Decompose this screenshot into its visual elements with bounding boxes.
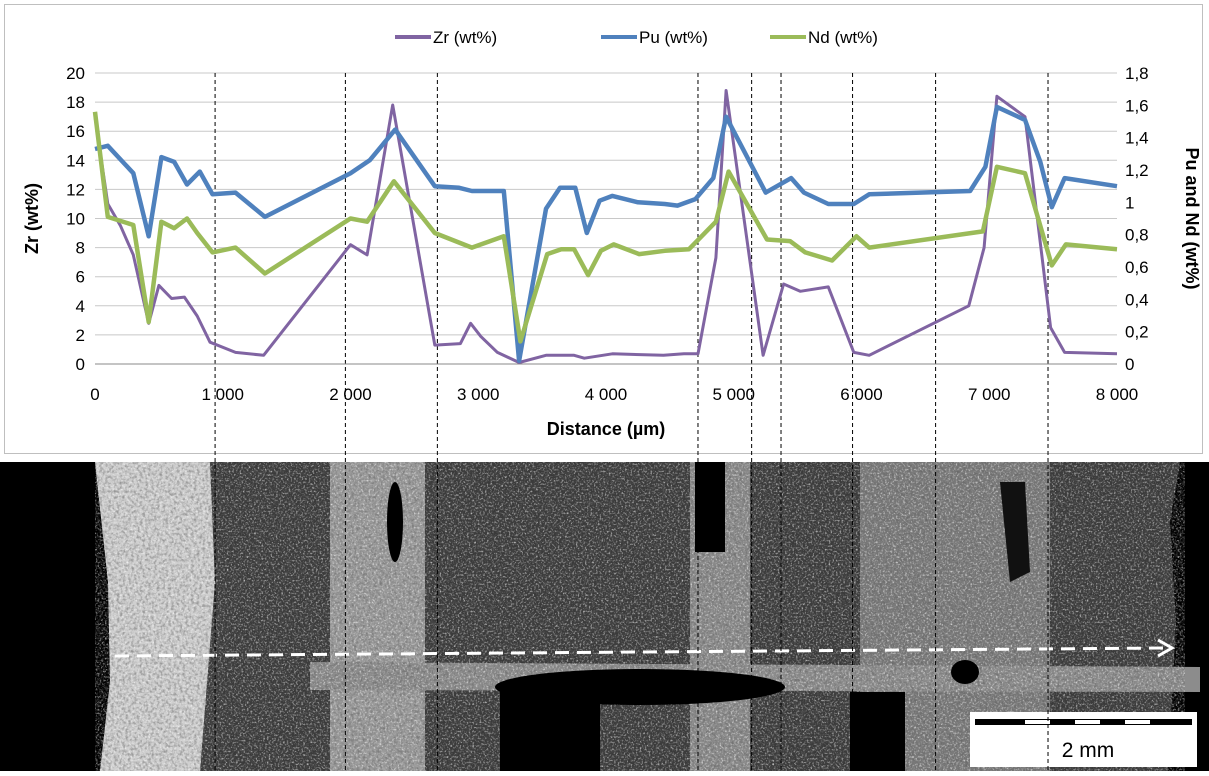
y2-tick-label: 1,6 — [1125, 96, 1149, 115]
scale-bar-label: 2 mm — [1062, 739, 1115, 762]
x-axis-title: Distance (µm) — [547, 419, 665, 439]
y-tick-label: 6 — [76, 268, 85, 287]
y-tick-label: 8 — [76, 239, 85, 258]
trace-arrowhead — [1157, 638, 1176, 658]
void — [850, 692, 905, 771]
x-tick-label: 0 — [90, 385, 99, 404]
void — [695, 462, 725, 552]
y2-tick-label: 0,4 — [1125, 290, 1149, 309]
y2-tick-label: 1,8 — [1125, 64, 1149, 83]
y-tick-label: 20 — [66, 64, 85, 83]
void — [387, 482, 403, 562]
series-line-pu — [94, 104, 1118, 364]
chart-frame — [4, 4, 1203, 454]
y2-tick-label: 0,6 — [1125, 258, 1149, 277]
y-tick-label: 10 — [66, 210, 85, 229]
x-tick-label: 2 000 — [329, 385, 372, 404]
scale-bar-segment — [1125, 720, 1150, 724]
x-tick-label: 3 000 — [457, 385, 500, 404]
x-tick-label: 8 000 — [1096, 385, 1139, 404]
x-tick-label: 6 000 — [840, 385, 883, 404]
y2-tick-label: 1,4 — [1125, 129, 1149, 148]
y-tick-label: 18 — [66, 93, 85, 112]
y-axis-title: Zr (wt%) — [22, 183, 42, 254]
y-tick-label: 0 — [76, 355, 85, 374]
y2-tick-label: 1,2 — [1125, 161, 1149, 180]
y-tick-label: 4 — [76, 297, 85, 316]
scale-bar-segment — [1025, 720, 1050, 724]
void-large — [500, 687, 600, 771]
y2-tick-label: 0,2 — [1125, 323, 1149, 342]
y2-tick-label: 1 — [1125, 193, 1134, 212]
y-tick-label: 12 — [66, 180, 85, 199]
scale-bar-segment — [1075, 720, 1100, 724]
x-tick-label: 4 000 — [585, 385, 628, 404]
x-tick-label: 5 000 — [712, 385, 755, 404]
y2-tick-label: 0,8 — [1125, 226, 1149, 245]
y-tick-label: 2 — [76, 326, 85, 345]
void — [1000, 482, 1030, 582]
y2-axis-title: Pu and Nd (wt%) — [1182, 148, 1202, 290]
legend-label: Pu (wt%) — [639, 28, 708, 47]
micrograph-svg: 2 mm — [0, 462, 1209, 771]
void — [951, 660, 979, 684]
micrograph-image: 2 mm — [0, 462, 1209, 771]
legend-label: Zr (wt%) — [433, 28, 497, 47]
y-tick-label: 16 — [66, 122, 85, 141]
series-line-zr — [93, 89, 1118, 364]
x-tick-label: 7 000 — [968, 385, 1011, 404]
series-line-nd — [92, 111, 1118, 344]
x-tick-label: 1 000 — [201, 385, 244, 404]
legend-label: Nd (wt%) — [808, 28, 878, 47]
y-tick-label: 14 — [66, 151, 85, 170]
y2-tick-label: 0 — [1125, 355, 1134, 374]
